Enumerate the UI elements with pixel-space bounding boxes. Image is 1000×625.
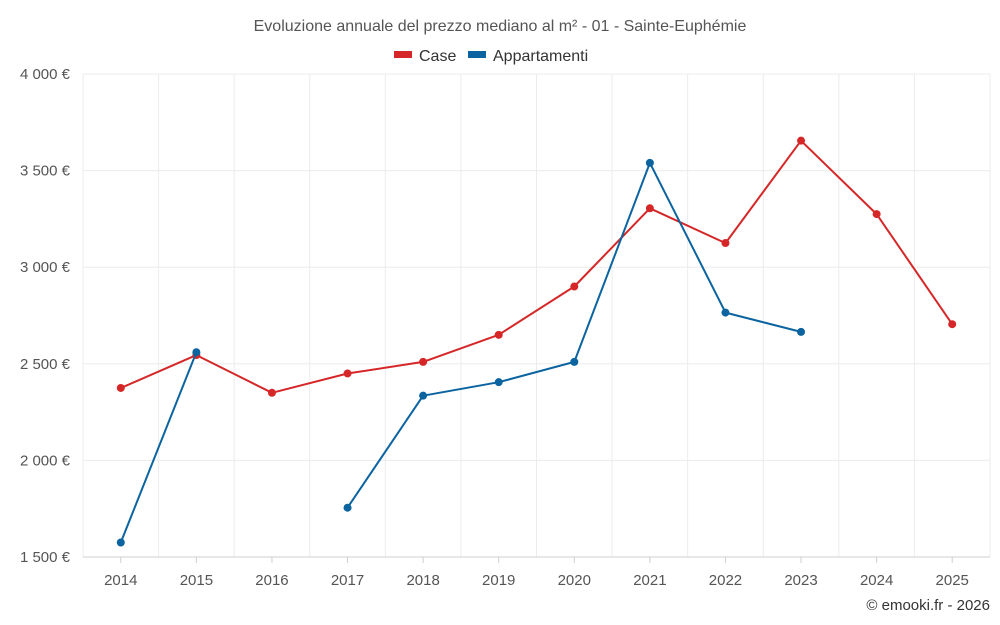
data-point-appartamenti-2017: [343, 503, 352, 512]
legend-label-case: Case: [419, 48, 456, 65]
x-tick-label: 2019: [482, 572, 515, 589]
chart-title: Evoluzione annuale del prezzo mediano al…: [254, 18, 747, 35]
x-tick-label: 2020: [558, 572, 591, 589]
data-point-case-2022: [721, 239, 730, 248]
x-tick-label: 2018: [406, 572, 439, 589]
x-tick-label: 2017: [331, 572, 364, 589]
data-point-appartamenti-2023: [797, 327, 806, 336]
y-tick-label: 3 000 €: [20, 259, 71, 276]
y-tick-label: 2 500 €: [20, 356, 71, 373]
legend: Case Appartamenti: [394, 48, 588, 65]
data-point-appartamenti-2022: [721, 308, 730, 317]
data-point-case-2014: [116, 383, 125, 392]
data-point-case-2023: [797, 136, 806, 145]
axes: 1 500 € 2 000 € 2 500 € 3 000 € 3 500 € 4 000…: [20, 66, 990, 589]
series-line-case: [120, 139, 954, 394]
credit-text: © emooki.fr - 2026: [866, 597, 990, 614]
data-point-case-2017: [343, 369, 352, 378]
y-tick-label: 1 500 €: [20, 549, 71, 566]
data-point-case-2025: [948, 320, 957, 329]
legend-swatch-appartamenti: [468, 51, 486, 58]
x-tick-label: 2025: [936, 572, 969, 589]
y-tick-label: 4 000 €: [20, 66, 71, 83]
data-point-case-2016: [267, 388, 276, 397]
x-tick-label: 2016: [255, 572, 288, 589]
grid: [82, 73, 991, 557]
x-tick-label: 2015: [180, 572, 213, 589]
series-layer: [116, 136, 957, 547]
data-point-appartamenti-2019: [494, 378, 503, 387]
data-point-case-2024: [872, 210, 881, 219]
y-tick-label: 3 500 €: [20, 163, 71, 180]
data-point-case-2020: [570, 282, 579, 291]
data-point-case-2018: [419, 357, 428, 366]
data-point-appartamenti-2020: [570, 357, 579, 366]
legend-label-appartamenti: Appartamenti: [493, 48, 588, 65]
data-point-appartamenti-2015: [192, 348, 201, 357]
y-tick-label: 2 000 €: [20, 452, 71, 469]
x-tick-label: 2023: [784, 572, 817, 589]
x-tick-label: 2024: [860, 572, 893, 589]
data-point-case-2021: [645, 204, 654, 213]
data-point-appartamenti-2014: [116, 538, 125, 547]
data-point-appartamenti-2018: [419, 391, 428, 400]
data-point-case-2019: [494, 330, 503, 339]
x-tick-label: 2022: [709, 572, 742, 589]
x-tick-label: 2014: [104, 572, 137, 589]
legend-swatch-case: [394, 51, 412, 58]
data-point-appartamenti-2021: [645, 158, 654, 167]
x-tick-label: 2021: [633, 572, 666, 589]
